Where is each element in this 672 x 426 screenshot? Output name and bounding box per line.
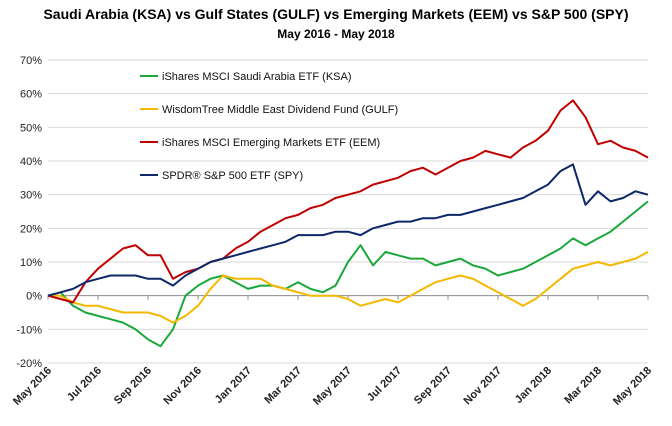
y-tick-label: 0% xyxy=(26,291,42,303)
x-tick-label: Mar 2018 xyxy=(562,365,604,407)
y-tick-label: 40% xyxy=(20,156,42,168)
y-tick-label: -20% xyxy=(16,358,42,370)
y-tick-label: 30% xyxy=(20,190,42,202)
legend-label: iShares MSCI Emerging Markets ETF (EEM) xyxy=(162,137,380,149)
y-tick-label: 50% xyxy=(20,122,42,134)
y-tick-label: 20% xyxy=(20,223,42,235)
x-tick-label: May 2016 xyxy=(11,365,54,408)
series-line xyxy=(47,163,649,297)
legend-label: iShares MSCI Saudi Arabia ETF (KSA) xyxy=(162,71,352,83)
x-tick-label: Jul 2017 xyxy=(365,365,404,404)
y-tick-label: 70% xyxy=(20,55,42,67)
x-tick-label: Nov 2016 xyxy=(161,365,204,408)
x-tick-label: Jul 2016 xyxy=(65,365,104,404)
x-tick-label: Jan 2017 xyxy=(213,365,254,406)
x-tick-label: Jan 2018 xyxy=(513,365,554,406)
series-line xyxy=(47,200,649,348)
series-line xyxy=(47,99,649,304)
x-tick-label: May 2017 xyxy=(311,365,354,408)
chart-title: Saudi Arabia (KSA) vs Gulf States (GULF)… xyxy=(43,6,629,22)
y-tick-label: -10% xyxy=(16,324,42,336)
legend-label: SPDR® S&P 500 ETF (SPY) xyxy=(162,170,303,182)
x-tick-label: Mar 2017 xyxy=(262,365,304,407)
series-line xyxy=(48,251,649,324)
legend: iShares MSCI Saudi Arabia ETF (KSA) Wisdo… xyxy=(140,71,398,182)
x-tick-label: May 2018 xyxy=(611,365,654,408)
x-tick-label: Sep 2017 xyxy=(412,365,454,407)
x-tick-label: Nov 2017 xyxy=(461,365,504,408)
chart-subtitle: May 2016 - May 2018 xyxy=(277,27,395,41)
legend-label: WisdomTree Middle East Dividend Fund (GU… xyxy=(162,104,398,116)
series-lines xyxy=(47,99,649,348)
x-tick-label: Sep 2016 xyxy=(112,365,154,407)
y-tick-label: 60% xyxy=(20,89,42,101)
y-tick-label: 10% xyxy=(20,257,42,269)
